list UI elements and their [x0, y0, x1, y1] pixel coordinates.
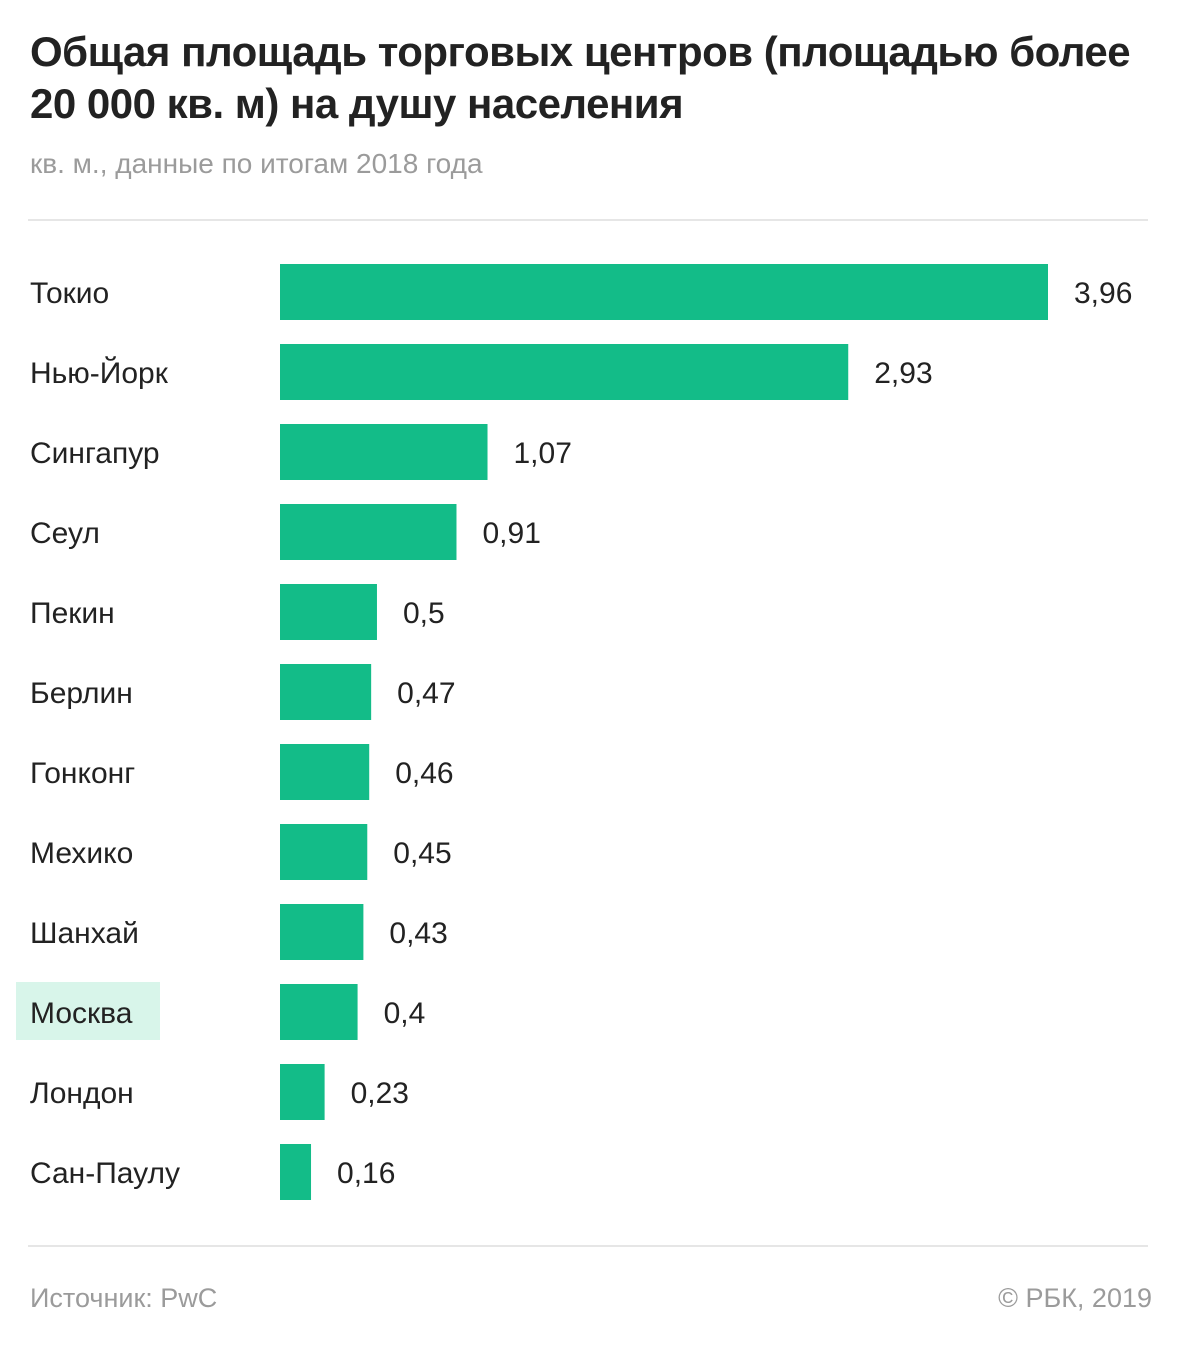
value-label-лондон: 0,23: [351, 1077, 409, 1110]
category-label-сан-паулу: Сан-Паулу: [30, 1157, 180, 1190]
value-label-сеул: 0,91: [482, 517, 540, 550]
bottom-divider: [28, 1245, 1148, 1247]
category-label-берлин: Берлин: [30, 677, 133, 710]
value-label-берлин: 0,47: [397, 677, 455, 710]
value-label-шанхай: 0,43: [389, 917, 447, 950]
value-label-гонконг: 0,46: [395, 757, 453, 790]
bar-сингапур: [280, 424, 488, 480]
category-label-гонконг: Гонконг: [30, 757, 135, 790]
category-label-мехико: Мехико: [30, 837, 133, 870]
category-label-пекин: Пекин: [30, 597, 115, 630]
value-label-токио: 3,96: [1074, 277, 1132, 310]
chart-subtitle: кв. м., данные по итогам 2018 года: [30, 148, 483, 179]
chart-title: Общая площадь торговых центров (площадью…: [30, 28, 1131, 127]
value-label-нью-йорк: 2,93: [874, 357, 932, 390]
value-label-сан-паулу: 0,16: [337, 1157, 395, 1190]
category-label-москва: Москва: [30, 997, 133, 1030]
bar-лондон: [280, 1064, 325, 1120]
bar-москва: [280, 984, 358, 1040]
bar-берлин: [280, 664, 372, 720]
bar-гонконг: [280, 744, 370, 800]
source-note: Источник: PwC: [30, 1283, 218, 1313]
top-divider: [28, 219, 1148, 221]
category-label-лондон: Лондон: [30, 1077, 134, 1110]
category-label-нью-йорк: Нью-Йорк: [30, 356, 169, 390]
bar-мехико: [280, 824, 368, 880]
category-label-шанхай: Шанхай: [30, 917, 139, 950]
value-label-москва: 0,4: [384, 997, 426, 1030]
category-label-сингапур: Сингапур: [30, 437, 160, 470]
value-label-мехико: 0,45: [393, 837, 451, 870]
bar-нью-йорк: [280, 344, 849, 400]
bar-пекин: [280, 584, 377, 640]
highlight-москва: [16, 982, 160, 1040]
bar-сан-паулу: [280, 1144, 312, 1200]
category-label-токио: Токио: [30, 277, 109, 310]
bar-токио: [280, 264, 1048, 320]
category-label-сеул: Сеул: [30, 517, 100, 550]
bar-сеул: [280, 504, 457, 560]
value-label-сингапур: 1,07: [514, 437, 572, 470]
copyright-note: © РБК, 2019: [998, 1283, 1152, 1313]
bar-шанхай: [280, 904, 364, 960]
value-label-пекин: 0,5: [403, 597, 445, 630]
